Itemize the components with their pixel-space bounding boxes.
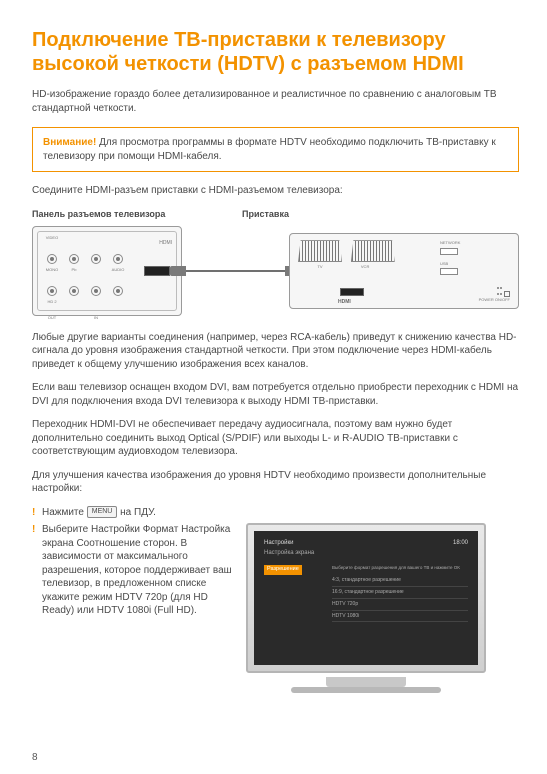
port-label: VCR [343,264,387,269]
tv-stand [326,677,406,687]
port-label: TV [298,264,342,269]
stb-label: Приставка [242,208,289,220]
step-text: Выберите Настройки Формат Настройка экра… [42,523,232,618]
tv-ui-option: 16:9, стандартное разрешение [332,587,468,599]
hdmi-cable-icon [184,270,287,272]
diagram-labels: Панель разъемов телевизора Приставка [32,208,519,220]
warning-text: Для просмотра программы в формате HDTV н… [43,137,496,162]
connect-instruction: Соедините HDMI-разъем приставки с HDMI-р… [32,184,519,198]
page-title: Подключение ТВ-приставки к телевизору вы… [32,28,519,76]
port-label: USB [440,261,510,266]
step-item: ! Выберите Настройки Формат Настройка эк… [32,523,232,618]
port-label: HD 2 [42,300,62,314]
paragraph: Любые другие варианты соединения (наприм… [32,331,519,372]
scart-port-icon [351,240,395,262]
tv-ui-option: HDTV 720p [332,599,468,611]
paragraph: Для улучшения качества изображения до ур… [32,469,519,496]
step-text: Нажмите [42,507,87,518]
rca-jack-icon [113,254,123,264]
hdmi-port-icon [144,266,170,276]
tv-base [291,687,441,693]
tv-ui-time: 18:00 [453,539,468,547]
port-label: Pb [64,268,84,282]
tv-screen: Настройки 18:00 Настройка экрана Разреше… [254,531,478,665]
port-label: POWER [479,297,494,302]
tv-ui-option: 4:3, стандартное разрешение [332,575,468,587]
rca-jack-icon [91,286,101,296]
tv-ui-title: Настройки [264,539,293,547]
tv-ui-option: HDTV 1080i [332,611,468,623]
step-text: на ПДУ. [120,507,156,518]
port-label: MONO [42,268,62,282]
tv-ui-hint: Выберите формат разрешения для вашего ТВ… [332,565,468,571]
ethernet-port-icon [440,248,458,255]
warning-box: Внимание! Для просмотра программы в форм… [32,127,519,172]
port-label: AUDIO [108,268,128,282]
bullet-icon: ! [32,506,42,520]
step-item: ! Нажмите MENU на ПДУ. [32,506,519,520]
port-label: VIDEO [42,236,62,250]
rca-jack-icon [91,254,101,264]
usb-port-icon [440,268,458,275]
rca-jack-icon [69,286,79,296]
power-port-icon [495,286,503,294]
paragraph: Переходник HDMI-DVI не обеспечивает пере… [32,418,519,459]
rca-jack-icon [47,286,57,296]
bullet-icon: ! [32,523,42,618]
intro-text: HD-изображение гораздо более детализиров… [32,88,519,115]
warning-label: Внимание! [43,137,96,148]
tv-panel: VIDEO MONO Pb AUDIO HD 2 OUT IN HDMI [32,226,182,316]
tv-ui-selected: Разрешение [264,565,302,574]
set-top-box-panel: TV VCR HDMI NETWORK USB POWER ON/OFF [289,233,519,309]
rca-jack-icon [113,286,123,296]
port-label: OUT [42,316,62,330]
scart-port-icon [298,240,342,262]
page-number: 8 [32,751,38,765]
hdmi-logo: HDMI [338,299,351,306]
port-label: IN [86,316,106,330]
connection-diagram: VIDEO MONO Pb AUDIO HD 2 OUT IN HDMI [32,224,519,319]
paragraph: Если ваш телевизор оснащен входом DVI, в… [32,381,519,408]
menu-button-icon: MENU [87,506,118,517]
tv-ui-subtitle: Настройка экрана [264,549,468,557]
port-label: NETWORK [440,240,510,245]
tv-panel-label: Панель разъемов телевизора [32,208,242,220]
rca-jack-icon [47,254,57,264]
port-label: ON/OFF [495,297,510,302]
hdmi-port-icon [340,288,364,296]
rca-jack-icon [69,254,79,264]
hdmi-label: HDMI [159,240,172,247]
tv-mockup: Настройки 18:00 Настройка экрана Разреше… [246,523,486,693]
